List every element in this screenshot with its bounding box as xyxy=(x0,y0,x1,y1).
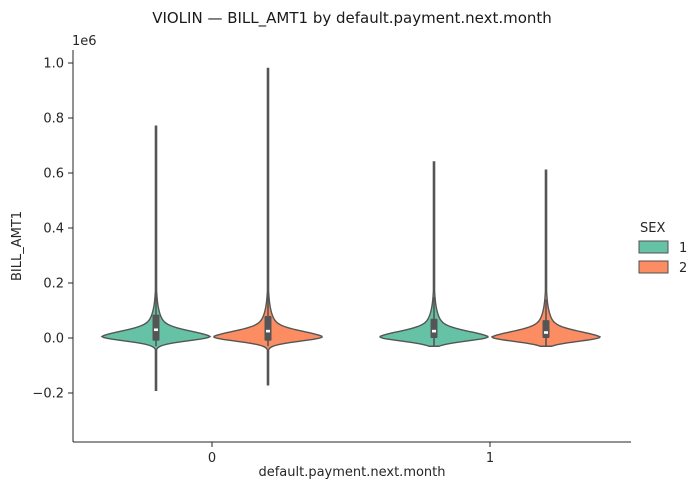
x-tick-label: 1 xyxy=(486,451,494,466)
x-axis-label: default.payment.next.month xyxy=(258,465,445,480)
legend-swatch-1 xyxy=(638,240,669,254)
legend-label-2: 2 xyxy=(679,261,687,276)
violin-iqr-box xyxy=(542,320,550,338)
y-tick-label: 0.8 xyxy=(43,112,64,127)
violins-group xyxy=(100,67,602,391)
violin-median xyxy=(266,329,270,333)
violin-iqr-box xyxy=(430,318,438,338)
y-tick-label: 0.0 xyxy=(43,332,64,347)
chart-title: VIOLIN — BILL_AMT1 by default.payment.ne… xyxy=(152,9,552,28)
y-tick-label: 0.2 xyxy=(43,277,64,292)
legend: SEX 1 2 xyxy=(638,221,687,276)
violin-body xyxy=(490,169,602,347)
y-tick-label: 0.4 xyxy=(43,222,64,237)
violin-body xyxy=(100,125,212,391)
y-ticks: −0.2 0.0 0.2 0.4 0.6 0.8 1.0 xyxy=(32,57,73,402)
violin-median xyxy=(432,329,436,333)
y-tick-label: 1.0 xyxy=(43,57,64,72)
violin-median xyxy=(544,331,548,334)
y-offset-text: 1e6 xyxy=(72,34,97,49)
violin-iqr-box xyxy=(264,316,272,341)
y-tick-label: −0.2 xyxy=(32,387,64,402)
legend-title: SEX xyxy=(640,221,665,236)
x-tick-label: 0 xyxy=(208,451,216,466)
legend-label-1: 1 xyxy=(679,241,687,256)
y-axis-label: BILL_AMT1 xyxy=(10,211,25,281)
legend-swatch-2 xyxy=(638,260,669,274)
violin-median xyxy=(154,328,158,332)
y-tick-label: 0.6 xyxy=(43,167,64,182)
violin-iqr-box xyxy=(152,314,160,341)
violin-body xyxy=(379,161,489,347)
violin-body xyxy=(213,67,323,386)
